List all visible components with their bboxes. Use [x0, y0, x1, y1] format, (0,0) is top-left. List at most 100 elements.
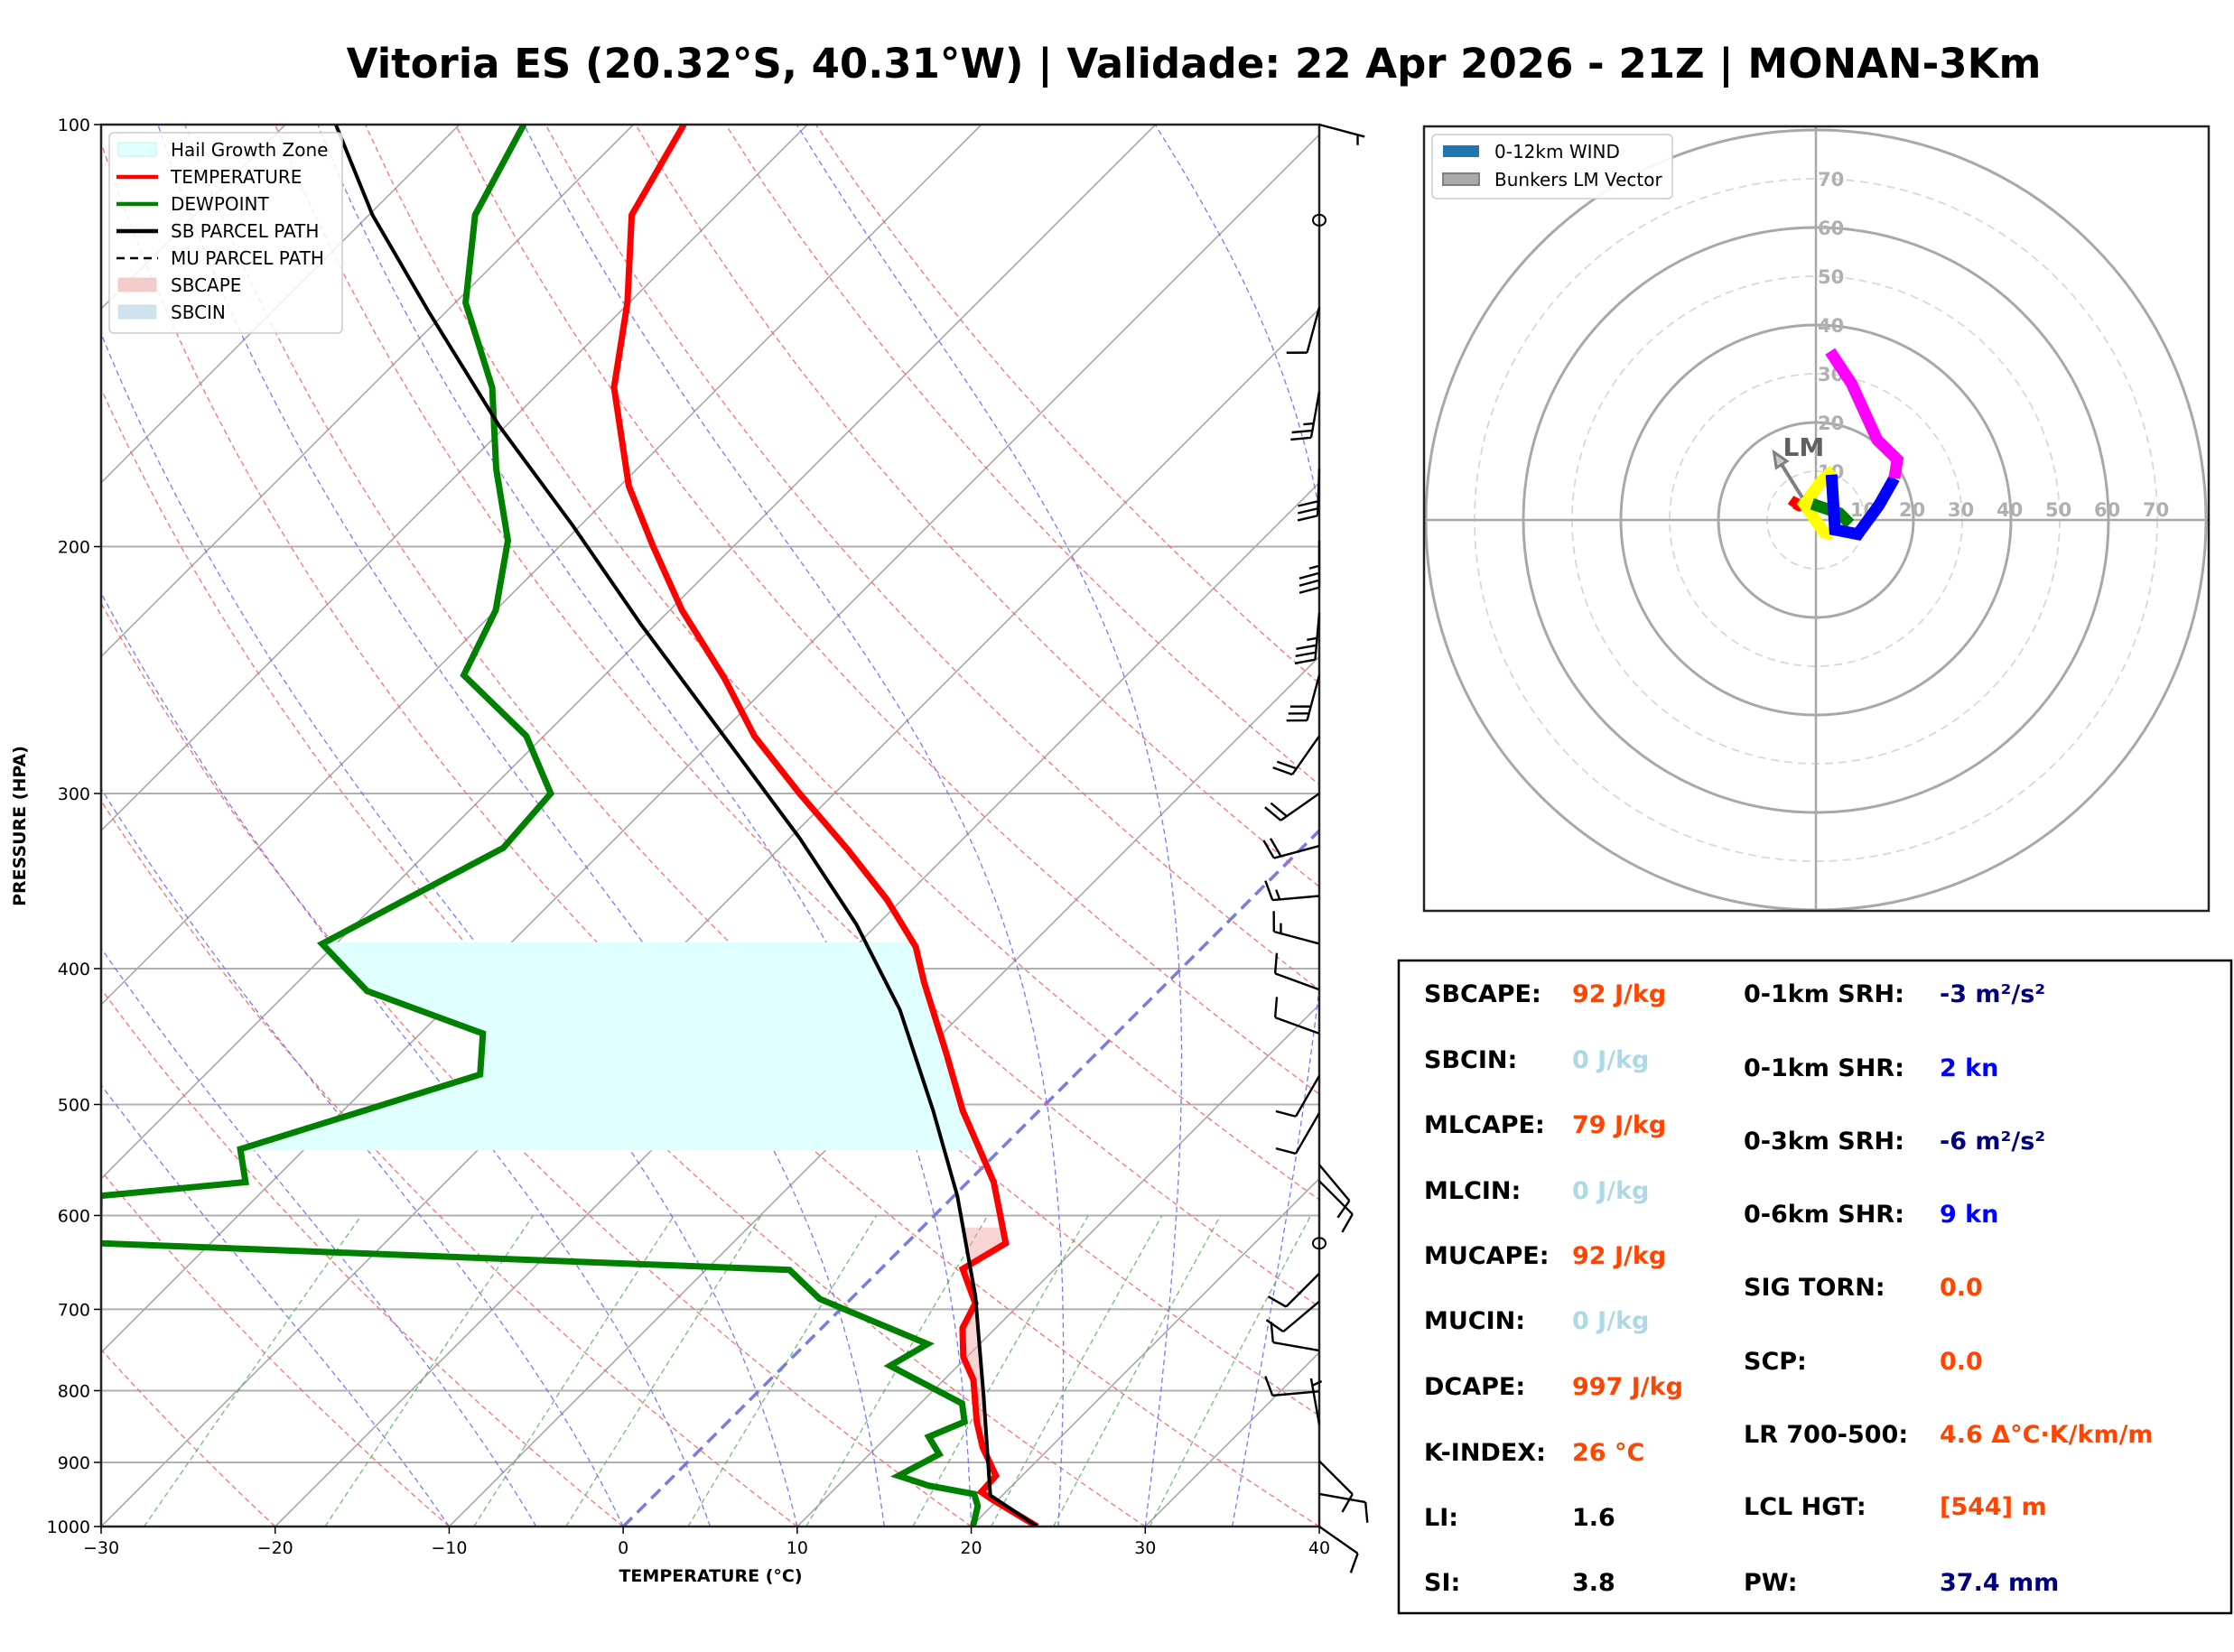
dry-adiabat [635, 125, 1319, 888]
x-tick-label: 0 [618, 1538, 628, 1558]
isotherm [275, 481, 1319, 1527]
hodograph-u-label: 20 [1899, 499, 1925, 521]
hodograph-v-label: 60 [1818, 218, 1844, 239]
stat-row-mlcin: MLCIN: 0 J/kg [1424, 1177, 1649, 1205]
dry-adiabat [101, 601, 972, 1527]
stat-value: -6 m²/s² [1940, 1128, 2045, 1155]
stat-value: 26 °C [1572, 1439, 1644, 1467]
barb-shaft [1291, 735, 1320, 775]
wind-barb [1270, 1322, 1320, 1352]
legend-label: Hail Growth Zone [171, 139, 328, 161]
legend-label: SB PARCEL PATH [171, 220, 319, 242]
stat-row-06kmshr: 0-6km SHR: 9 kn [1744, 1201, 1998, 1229]
isotherm [101, 134, 1319, 1354]
figure-title: Vitoria ES (20.32°S, 40.31°W) | Validade… [347, 40, 2042, 88]
barb-flag [1299, 586, 1320, 594]
isotherm [101, 125, 982, 1006]
stats-frame [1397, 959, 2233, 1615]
legend-entry: DEWPOINT [116, 193, 269, 215]
stat-value: [544] m [1940, 1493, 2047, 1521]
wind-barb [1273, 952, 1320, 991]
hodograph-segment-magenta [1825, 348, 1904, 479]
barb-flag [1341, 1213, 1354, 1233]
barb-flag [1341, 1493, 1354, 1513]
barb-shaft [1272, 1390, 1320, 1397]
stat-row-01kmsrh: 0-1km SRH: -3 m²/s² [1744, 980, 2045, 1008]
dry-adiabat [454, 125, 1319, 1095]
legend-label: DEWPOINT [171, 193, 269, 215]
y-tick-label: 700 [58, 1300, 90, 1320]
barb-flag [1290, 436, 1312, 441]
mixing-ratio-line [1149, 1215, 1312, 1527]
legend-swatch [1443, 145, 1479, 157]
stat-value: 37.4 mm [1940, 1569, 2059, 1597]
hodograph-u-label: 30 [1948, 499, 1974, 521]
legend-entry: SB PARCEL PATH [116, 220, 319, 242]
x-tick-label: 20 [960, 1538, 982, 1558]
wind-barb [1273, 997, 1320, 1035]
barb-flag [1272, 766, 1293, 776]
x-tick-label: −30 [83, 1538, 119, 1558]
barb-flag [1269, 838, 1282, 858]
stat-value: 79 J/kg [1572, 1111, 1666, 1139]
stat-value: 3.8 [1572, 1569, 1615, 1597]
barb-shaft [1318, 123, 1365, 138]
skewt-background-lines [101, 125, 1319, 1527]
wind-barb [1318, 1180, 1354, 1233]
wind-barb [1294, 612, 1321, 664]
stat-value: 2 kn [1940, 1054, 1998, 1082]
dry-adiabat [364, 125, 1319, 1201]
isotherm [971, 1177, 1319, 1527]
y-tick-label: 100 [58, 116, 90, 135]
barb-shaft [1273, 930, 1320, 945]
barb-flag [1273, 952, 1279, 974]
skewt-legend: Hail Growth Zone TEMPERATURE DEWPOINT SB PA… [108, 132, 343, 334]
barb-shaft [1318, 1180, 1354, 1215]
barb-flag [1270, 802, 1288, 818]
barb-shaft [1318, 1164, 1351, 1202]
wind-barb [1286, 674, 1321, 722]
stat-label: 0-1km SHR: [1744, 1054, 1904, 1082]
stat-row-si: SI: 3.8 [1424, 1569, 1615, 1597]
y-tick-label: 800 [58, 1381, 90, 1401]
hodograph-v-label: 40 [1818, 315, 1844, 337]
stat-value: 1.6 [1572, 1504, 1615, 1532]
hodograph-v-label: 70 [1818, 169, 1844, 190]
barb-flag [1275, 1146, 1297, 1155]
mixing-ratio-line [991, 1215, 1163, 1527]
sb-parcel-path-line [334, 125, 1038, 1527]
skewt-profiles [101, 125, 1039, 1527]
wind-barb [1265, 1300, 1320, 1333]
x-tick-label: 40 [1308, 1538, 1330, 1558]
dewpoint-line [101, 125, 982, 1527]
isotherm [448, 655, 1319, 1527]
legend-label: Bunkers LM Vector [1494, 169, 1663, 190]
stat-label: MUCAPE: [1424, 1242, 1550, 1270]
legend-entry: MU PARCEL PATH [116, 247, 324, 269]
barb-flag [1299, 579, 1320, 587]
dry-adiabat [184, 125, 1319, 1417]
stat-value: 9 kn [1940, 1201, 1998, 1229]
legend-label: SBCAPE [171, 274, 241, 296]
stat-row-sbcin: SBCIN: 0 J/kg [1424, 1046, 1649, 1074]
y-tick-label: 600 [58, 1206, 90, 1226]
isotherm [101, 125, 1157, 1180]
stat-label: SBCIN: [1424, 1046, 1517, 1074]
isotherm [101, 125, 808, 832]
stat-label: 0-1km SRH: [1744, 980, 1904, 1008]
wind-barb [1272, 735, 1320, 776]
wind-barb [1309, 1378, 1323, 1425]
x-tick-label: 10 [787, 1538, 808, 1558]
barb-flag [1270, 1322, 1274, 1343]
barb-half-flag [1275, 889, 1281, 900]
wind-barb [1262, 838, 1320, 859]
barb-shaft [1314, 612, 1321, 660]
stat-row-lr700500: LR 700-500: 4.6 Δ°C·K/km/m [1744, 1421, 2154, 1449]
stat-value: 997 J/kg [1572, 1373, 1683, 1401]
wind-barb [1318, 1460, 1354, 1513]
calm-circle [1312, 1237, 1326, 1250]
barb-flag [1264, 1376, 1274, 1397]
bunkers-lm-label: LM [1783, 432, 1825, 462]
stat-row-sigtorn: SIG TORN: 0.0 [1744, 1274, 1983, 1302]
